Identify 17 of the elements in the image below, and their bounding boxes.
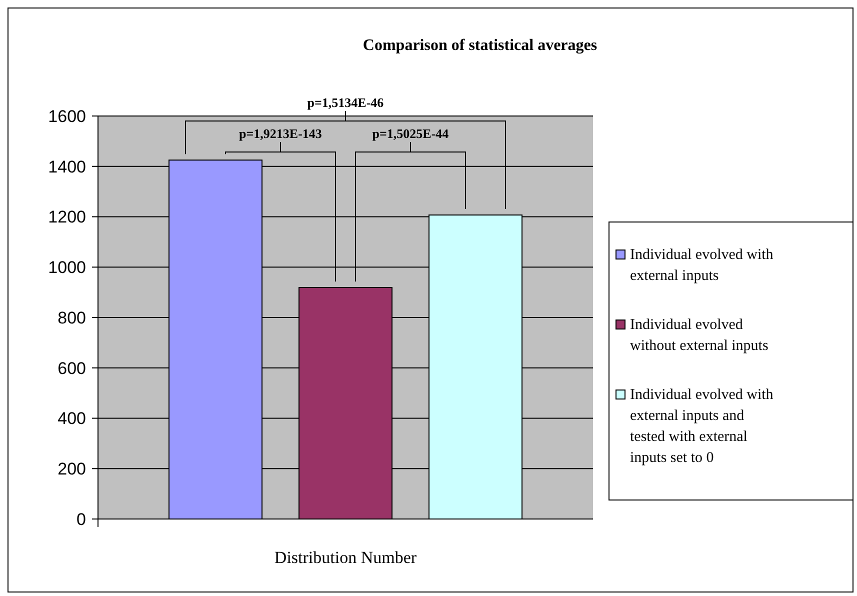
chart-title: Comparison of statistical averages [362,37,598,54]
y-tick-label: 1400 [48,157,86,176]
text: p=1,5134E-46 [307,95,384,110]
legend-label: Individual evolved with external inputs [630,247,774,284]
y-tick-label: 1600 [48,106,86,126]
y-tick-label: 400 [58,409,86,428]
y-tick-label: 200 [58,460,86,479]
annotation: p=1,5025E-44 [372,126,450,141]
x-axis-title: Distribution Number [274,548,417,567]
y-tick-label: 0 [76,510,86,529]
legend-label: Individual evolved without external inputs [630,317,768,354]
annotation: p=1,9213E-143 [239,126,322,141]
y-tick-label: 1000 [48,258,86,278]
y-tick-label: 600 [58,358,86,378]
y-tick-label: 800 [58,308,86,328]
y-tick-label: 1200 [48,208,86,227]
legend-label: Individual evolved with external inputs and tested with external inputs set to 0 [630,387,774,466]
